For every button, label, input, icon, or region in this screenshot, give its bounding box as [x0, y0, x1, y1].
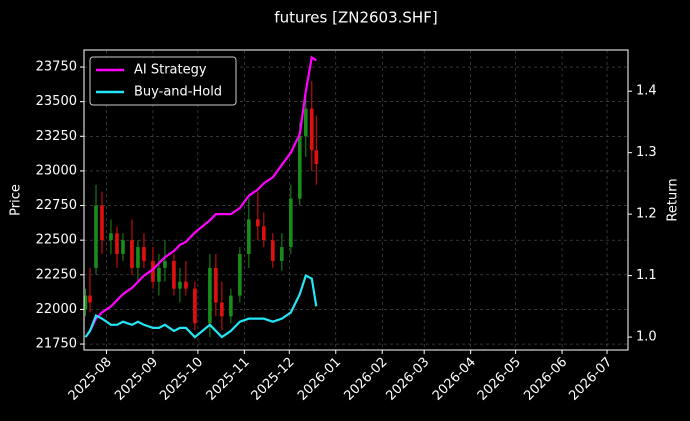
y2-axis-label: Return — [666, 178, 681, 221]
legend-box — [89, 56, 237, 106]
candle-body — [303, 108, 308, 137]
legend-label: AI Strategy — [134, 63, 207, 78]
candle-body — [94, 205, 98, 268]
candle-body — [298, 136, 302, 199]
candle-body — [100, 205, 104, 241]
candle-body — [136, 247, 140, 268]
y2-tick-label: 1.1 — [636, 268, 657, 283]
y-tick-label: 23000 — [36, 163, 77, 178]
y-tick-label: 23750 — [36, 60, 77, 75]
y2-tick-label: 1.3 — [636, 145, 657, 160]
candle-body — [184, 281, 188, 289]
candle-body — [151, 260, 155, 282]
candle-body — [262, 226, 266, 241]
candle-body — [256, 219, 260, 227]
candle-body — [178, 281, 182, 289]
candle-body — [220, 302, 224, 317]
x-tick-label: 2026-07 — [566, 355, 615, 404]
candle-body — [115, 233, 119, 255]
x-tick-label: 2025-10 — [157, 355, 206, 404]
candle-body — [121, 240, 125, 255]
candle-body — [109, 233, 113, 241]
x-tick-label: 2025-09 — [112, 355, 161, 404]
return-line — [84, 274, 318, 339]
y2-tick-label: 1.4 — [636, 84, 657, 99]
x-tick-label: 2026-05 — [475, 355, 524, 404]
y-tick-label: 22750 — [36, 198, 77, 213]
x-tick-label: 2026-02 — [342, 355, 391, 404]
candle-body — [289, 198, 293, 248]
candle-body — [163, 260, 167, 268]
x-tick-label: 2025-11 — [204, 355, 253, 404]
candle-body — [247, 219, 251, 255]
candle-body — [314, 150, 319, 164]
candle-body — [193, 288, 197, 324]
candle-body — [88, 295, 92, 303]
legend-label: Buy-and-Hold — [134, 85, 222, 100]
candle-body — [280, 247, 284, 261]
plot-frame — [83, 49, 629, 351]
y-axis-label: Price — [9, 184, 24, 216]
y-tick-label: 23500 — [36, 94, 77, 109]
y-tick-label: 21750 — [36, 337, 77, 352]
candle-body — [309, 108, 314, 151]
candle-body — [142, 247, 146, 261]
candle-body — [83, 295, 88, 310]
x-tick-label: 2026-04 — [430, 355, 479, 404]
candle-body — [157, 267, 161, 282]
candle-body — [238, 254, 242, 296]
candle-body — [172, 260, 176, 289]
y-tick-label: 22000 — [36, 302, 77, 317]
x-tick-label: 2025-08 — [66, 355, 115, 404]
candle-body — [214, 267, 218, 303]
y-tick-label: 22500 — [36, 233, 77, 248]
return-line — [84, 55, 317, 338]
chart-title: futures [ZN2603.SHF] — [274, 9, 437, 27]
y2-tick-label: 1.0 — [636, 330, 657, 345]
y2-tick-label: 1.2 — [636, 207, 657, 222]
candle-body — [271, 240, 275, 261]
candle-body — [229, 295, 233, 317]
y-tick-label: 23250 — [36, 129, 77, 144]
x-tick-label: 2026-01 — [295, 355, 344, 404]
candle-body — [208, 267, 212, 324]
x-tick-label: 2026-03 — [383, 355, 432, 404]
candle-body — [130, 240, 134, 268]
x-tick-label: 2025-12 — [249, 355, 298, 404]
y-tick-label: 22250 — [36, 267, 77, 282]
x-tick-label: 2026-06 — [521, 355, 570, 404]
